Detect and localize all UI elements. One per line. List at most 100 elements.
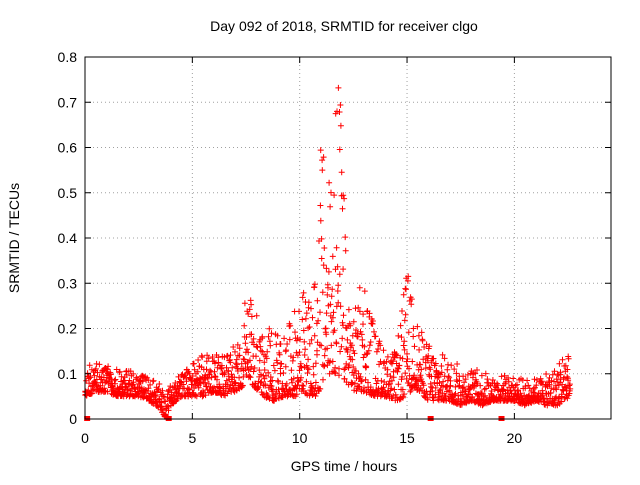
data-point — [339, 335, 346, 342]
data-point — [344, 336, 351, 343]
data-point — [284, 341, 291, 347]
data-point — [359, 336, 366, 343]
data-point — [332, 364, 339, 371]
data-point — [448, 362, 455, 369]
data-point — [325, 284, 331, 291]
data-point — [428, 383, 434, 390]
data-point — [337, 303, 344, 310]
data-point — [321, 245, 328, 251]
data-point — [333, 244, 340, 251]
data-point — [276, 390, 283, 397]
data-point — [474, 367, 480, 373]
data-point — [498, 373, 505, 380]
data-point — [221, 371, 228, 378]
x-tick-label: 5 — [188, 430, 196, 446]
data-point — [280, 370, 287, 376]
data-point — [424, 396, 431, 403]
data-point — [214, 376, 220, 383]
data-point — [561, 395, 568, 402]
data-point — [416, 346, 423, 353]
data-point — [196, 375, 203, 381]
data-point — [358, 378, 364, 385]
data-point — [267, 342, 274, 349]
data-point — [355, 370, 362, 377]
data-point — [360, 311, 367, 318]
data-point — [403, 286, 409, 293]
data-point — [384, 353, 391, 360]
data-point — [343, 360, 350, 367]
data-point — [244, 346, 250, 353]
data-point — [327, 203, 334, 210]
data-point — [212, 373, 219, 380]
data-point — [246, 306, 253, 313]
data-point — [232, 379, 239, 386]
data-point — [314, 347, 320, 354]
data-point — [326, 179, 333, 186]
data-point — [530, 386, 537, 392]
data-point — [437, 386, 444, 393]
data-point — [461, 388, 468, 395]
data-point — [366, 310, 373, 317]
data-point — [263, 355, 270, 362]
data-point — [147, 381, 154, 388]
data-point — [479, 390, 485, 397]
y-tick-label: 0.4 — [58, 230, 78, 246]
data-point — [517, 390, 524, 397]
data-point — [388, 385, 395, 392]
data-point — [329, 358, 336, 365]
data-point — [341, 375, 348, 382]
data-point — [345, 364, 352, 371]
data-point — [460, 373, 467, 380]
data-point — [312, 360, 319, 367]
data-point — [296, 349, 303, 356]
data-point — [250, 335, 257, 342]
data-point — [549, 371, 556, 378]
data-point — [152, 393, 159, 400]
data-point — [388, 377, 395, 384]
data-point — [356, 383, 363, 390]
data-point — [408, 301, 415, 308]
data-point — [451, 392, 458, 399]
data-point — [401, 317, 408, 324]
data-point — [212, 360, 218, 367]
data-point — [119, 381, 126, 388]
data-point — [392, 391, 399, 398]
data-point — [215, 354, 222, 361]
data-point — [331, 192, 338, 199]
data-point — [259, 333, 266, 340]
data-point — [303, 310, 310, 317]
data-point — [254, 344, 261, 351]
data-point — [258, 378, 265, 385]
data-point — [557, 369, 564, 376]
data-point — [247, 374, 254, 381]
data-point — [305, 356, 312, 363]
data-point — [562, 362, 569, 369]
data-point — [328, 189, 334, 196]
data-point — [432, 360, 439, 367]
data-point — [339, 205, 346, 212]
x-axis-label: GPS time / hours — [291, 458, 398, 474]
data-point — [532, 384, 538, 391]
data-point — [139, 378, 146, 385]
data-point — [306, 340, 313, 347]
data-point — [546, 381, 553, 388]
data-point — [510, 375, 517, 382]
data-point — [126, 377, 133, 384]
data-point — [375, 346, 382, 352]
data-point — [215, 359, 222, 366]
data-point — [312, 379, 319, 386]
data-point — [306, 324, 313, 330]
data-point — [229, 364, 236, 371]
data-point — [347, 322, 354, 329]
data-point — [561, 374, 567, 381]
data-point — [251, 365, 258, 371]
data-point — [376, 338, 383, 345]
data-point — [456, 382, 463, 389]
data-point — [305, 366, 312, 373]
data-point — [286, 336, 293, 343]
data-point — [352, 380, 358, 387]
data-point — [356, 308, 363, 315]
data-point — [459, 384, 466, 391]
data-point — [336, 146, 343, 153]
